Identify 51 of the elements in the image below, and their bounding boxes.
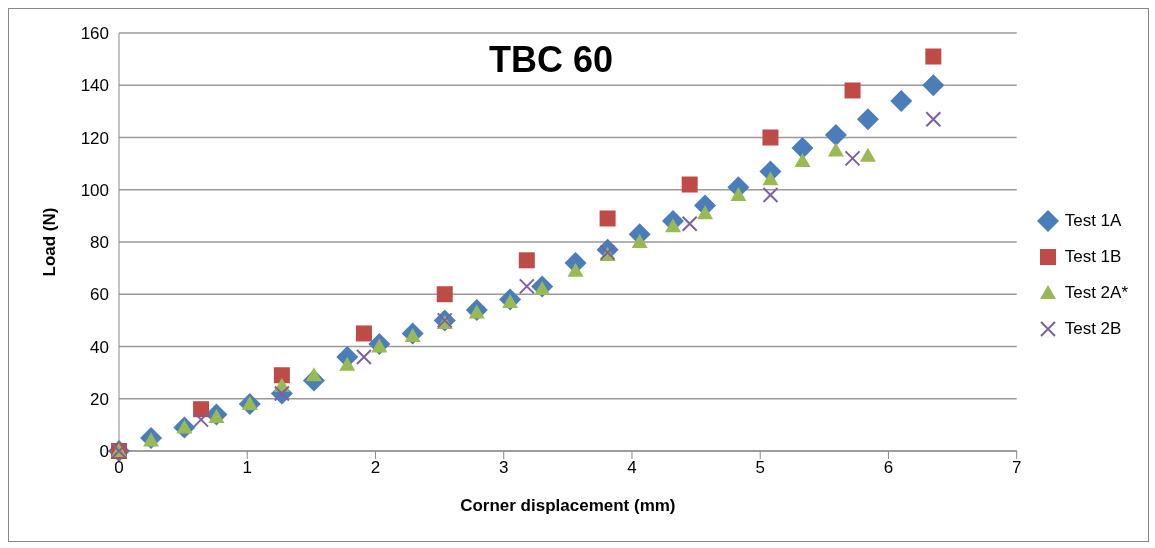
x-tick-label: 3 bbox=[498, 458, 509, 478]
y-tick-label: 160 bbox=[80, 24, 109, 44]
point bbox=[518, 252, 535, 269]
point bbox=[436, 286, 453, 303]
point bbox=[762, 186, 779, 203]
point bbox=[681, 176, 698, 193]
point bbox=[922, 74, 945, 97]
chart-title: TBC 60 bbox=[489, 39, 614, 81]
point bbox=[273, 367, 290, 384]
legend-label: Test 2B bbox=[1064, 319, 1122, 339]
y-tick-label: 60 bbox=[90, 285, 109, 305]
point bbox=[844, 82, 861, 99]
y-tick-label: 120 bbox=[80, 128, 109, 148]
x-tick-label: 1 bbox=[242, 458, 252, 478]
y-tick-label: 40 bbox=[90, 337, 109, 357]
legend-label: Test 1A bbox=[1064, 211, 1122, 231]
point bbox=[925, 48, 942, 65]
point bbox=[824, 123, 847, 146]
point bbox=[355, 348, 372, 365]
point bbox=[856, 108, 879, 131]
x-tick-label: 6 bbox=[883, 458, 894, 478]
y-tick-label: 0 bbox=[99, 442, 109, 462]
point bbox=[193, 401, 210, 418]
point bbox=[697, 205, 714, 220]
y-tick-label: 20 bbox=[90, 389, 109, 409]
point bbox=[890, 89, 913, 112]
point bbox=[794, 153, 811, 168]
point bbox=[762, 129, 779, 146]
x-tick-label: 2 bbox=[370, 458, 381, 478]
y-axis-title: Load (N) bbox=[40, 207, 60, 277]
y-tick-label: 140 bbox=[80, 76, 109, 96]
x-tick-label: 4 bbox=[627, 458, 637, 478]
y-tick-label: 100 bbox=[80, 180, 109, 200]
point bbox=[518, 278, 535, 295]
point bbox=[859, 147, 876, 162]
point bbox=[681, 215, 698, 232]
point bbox=[925, 111, 942, 128]
x-axis-title: Corner displacement (mm) bbox=[460, 496, 676, 515]
x-tick-label: 5 bbox=[755, 458, 765, 478]
point bbox=[599, 210, 616, 227]
y-tick-label: 80 bbox=[90, 233, 109, 253]
point bbox=[791, 136, 814, 159]
point bbox=[827, 142, 844, 157]
point bbox=[193, 411, 210, 428]
point bbox=[355, 325, 372, 342]
x-tick-label: 0 bbox=[114, 458, 124, 478]
legend-label: Test 2A* bbox=[1064, 283, 1128, 303]
legend-label: Test 1B bbox=[1064, 247, 1122, 267]
x-tick-label: 7 bbox=[1011, 458, 1022, 478]
point bbox=[844, 150, 861, 167]
point bbox=[762, 171, 779, 186]
